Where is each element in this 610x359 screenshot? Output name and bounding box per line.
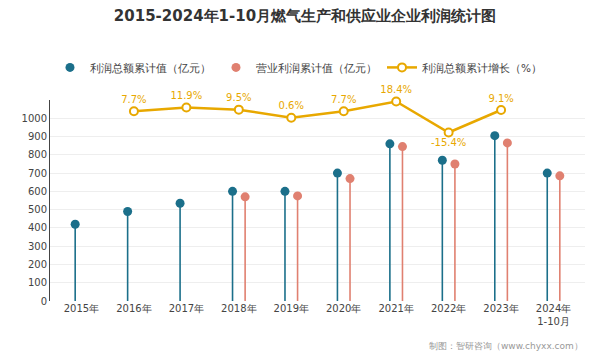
svg-text:900: 900 (28, 131, 47, 142)
svg-text:0.6%: 0.6% (279, 100, 304, 111)
svg-text:2022年: 2022年 (431, 303, 466, 314)
svg-text:7.7%: 7.7% (121, 94, 146, 105)
svg-text:700: 700 (28, 168, 47, 179)
svg-text:2019年: 2019年 (274, 303, 309, 314)
svg-text:300: 300 (28, 241, 47, 252)
svg-text:18.4%: 18.4% (380, 84, 412, 95)
svg-text:2023年: 2023年 (483, 303, 518, 314)
svg-text:2021年: 2021年 (378, 303, 413, 314)
svg-text:2015-2024年1-10月燃气生产和供应业企业利润统计图: 2015-2024年1-10月燃气生产和供应业企业利润统计图 (114, 7, 496, 25)
svg-text:2020年: 2020年 (326, 303, 361, 314)
svg-text:-15.4%: -15.4% (431, 137, 466, 148)
svg-text:1000: 1000 (22, 113, 47, 124)
svg-text:9.1%: 9.1% (488, 93, 513, 104)
svg-text:9.5%: 9.5% (226, 92, 251, 103)
svg-text:11.9%: 11.9% (170, 90, 202, 101)
svg-text:7.7%: 7.7% (331, 94, 356, 105)
svg-text:2016年: 2016年 (116, 303, 151, 314)
svg-text:利润总额累计增长（%）: 利润总额累计增长（%） (422, 62, 542, 74)
svg-text:利润总额累计值（亿元）: 利润总额累计值（亿元） (90, 62, 211, 74)
svg-text:2018年: 2018年 (221, 303, 256, 314)
svg-text:100: 100 (28, 277, 47, 288)
svg-text:0: 0 (41, 296, 47, 307)
svg-text:营业利润累计值（亿元）: 营业利润累计值（亿元） (256, 62, 377, 74)
svg-text:制图：智研咨询（www.chyxx.com）: 制图：智研咨询（www.chyxx.com） (429, 341, 583, 351)
svg-text:500: 500 (28, 204, 47, 215)
svg-text:2015年: 2015年 (64, 303, 99, 314)
svg-text:400: 400 (28, 222, 47, 233)
svg-text:200: 200 (28, 259, 47, 270)
svg-text:2017年: 2017年 (169, 303, 204, 314)
svg-text:2024年1-10月: 2024年1-10月 (536, 303, 571, 327)
svg-text:800: 800 (28, 149, 47, 160)
svg-text:600: 600 (28, 186, 47, 197)
